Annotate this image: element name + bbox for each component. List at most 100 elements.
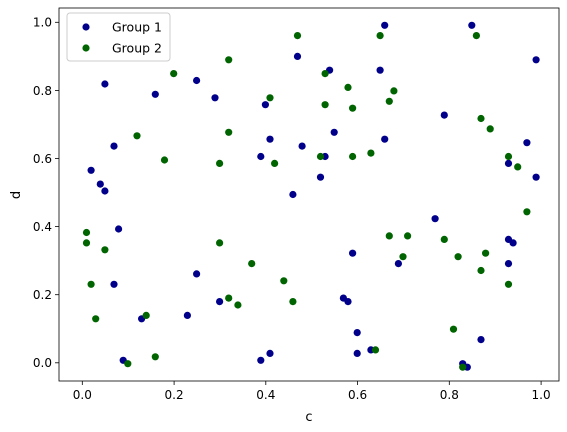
data-point-group-2: [440, 235, 448, 243]
data-point-group-2: [225, 294, 233, 302]
x-tick-label: 0.6: [348, 388, 367, 402]
x-tick-label: 0.4: [256, 388, 275, 402]
data-point-group-2: [371, 346, 380, 354]
data-point-group-2: [271, 159, 279, 167]
legend-label-group-1: Group 1: [112, 20, 162, 35]
data-point-group-2: [454, 253, 462, 261]
legend-marker-group-2: [82, 44, 90, 52]
data-point-group-2: [225, 128, 233, 136]
data-point-group-1: [101, 80, 109, 88]
data-point-group-1: [316, 173, 325, 181]
data-point-group-2: [399, 253, 407, 261]
data-point-group-2: [216, 239, 224, 247]
data-point-group-2: [316, 152, 325, 161]
data-point-group-2: [289, 298, 297, 306]
y-tick-label: 0.8: [33, 84, 52, 98]
x-tick-group: 0.0 0.2 0.4 0.6 0.8 1.0: [73, 381, 551, 402]
data-point-group-2: [87, 280, 95, 288]
data-point-group-2: [82, 228, 91, 237]
data-point-group-1: [211, 94, 219, 102]
data-point-group-1: [477, 336, 485, 344]
x-tick-label: 0.2: [165, 388, 184, 402]
data-point-group-1: [257, 356, 265, 364]
data-point-group-2: [404, 232, 412, 240]
data-point-group-2: [477, 114, 485, 123]
data-point-group-2: [390, 87, 398, 95]
legend: Group 1 Group 2: [66, 12, 171, 62]
data-point-group-2: [504, 152, 513, 161]
data-point-group-2: [293, 31, 302, 40]
data-point-group-1: [183, 311, 191, 319]
data-point-group-2: [504, 280, 513, 288]
data-point-group-1: [504, 260, 513, 268]
x-tick-label: 0.8: [440, 388, 459, 402]
legend-marker-group-1: [82, 23, 90, 31]
data-point-group-2: [349, 152, 357, 161]
data-point-group-2: [216, 159, 224, 167]
data-point-group-2: [142, 311, 150, 319]
data-point-group-2: [344, 83, 352, 91]
data-point-group-1: [509, 239, 517, 247]
x-tick-label: 1.0: [532, 388, 551, 402]
data-point-group-2: [523, 208, 531, 216]
data-point-group-1: [504, 159, 513, 167]
data-point-group-1: [440, 111, 448, 119]
data-point-group-2: [160, 156, 169, 164]
y-tick-group: 0.0 0.2 0.4 0.6 0.8 1.0: [33, 16, 59, 370]
scatter-points: [82, 21, 540, 371]
data-point-group-1: [289, 190, 297, 199]
data-point-group-1: [523, 139, 531, 147]
x-axis-label: c: [305, 410, 312, 425]
data-point-group-2: [385, 97, 393, 105]
data-point-group-2: [124, 360, 132, 368]
data-point-group-1: [266, 135, 274, 143]
data-point-group-1: [344, 298, 352, 306]
x-tick-label: 0.0: [73, 388, 92, 402]
data-point-group-1: [110, 280, 118, 288]
data-point-group-1: [349, 249, 357, 257]
data-point-group-1: [293, 52, 302, 61]
data-point-group-1: [381, 135, 389, 143]
y-tick-label: 0.2: [33, 288, 52, 302]
data-point-group-1: [115, 225, 123, 233]
data-point-group-1: [193, 270, 201, 278]
data-point-group-2: [477, 266, 485, 275]
plot-area: [58, 7, 560, 382]
data-point-group-2: [449, 325, 458, 333]
y-axis-label: d: [9, 191, 24, 199]
data-point-group-1: [193, 76, 201, 85]
data-point-group-1: [532, 173, 540, 181]
data-point-group-1: [353, 329, 361, 337]
data-point-group-1: [376, 66, 384, 74]
data-point-group-2: [385, 232, 393, 240]
data-point-group-2: [321, 101, 329, 109]
data-point-group-1: [431, 215, 439, 223]
y-tick-label: 0.4: [33, 220, 52, 234]
data-point-group-1: [257, 152, 265, 161]
data-point-group-2: [486, 125, 494, 133]
y-tick-label: 0.0: [33, 356, 52, 370]
legend-label-group-2: Group 2: [112, 41, 162, 56]
data-point-group-2: [92, 315, 100, 323]
data-point-group-2: [101, 246, 109, 254]
data-point-group-2: [170, 70, 178, 78]
data-point-group-2: [234, 301, 242, 309]
data-point-group-2: [472, 31, 480, 40]
data-point-group-1: [532, 56, 540, 64]
data-point-group-2: [225, 56, 233, 64]
data-point-group-1: [110, 142, 118, 150]
data-point-group-1: [353, 349, 361, 357]
legend-box: [66, 12, 171, 62]
data-point-group-1: [381, 21, 389, 29]
data-point-group-1: [216, 298, 224, 306]
data-point-group-2: [82, 239, 91, 247]
data-point-group-2: [151, 353, 159, 361]
data-point-group-2: [459, 363, 467, 371]
data-point-group-2: [266, 94, 274, 102]
data-point-group-1: [330, 128, 338, 136]
data-point-group-2: [321, 70, 329, 78]
y-tick-label: 1.0: [33, 16, 52, 30]
data-point-group-1: [151, 90, 159, 98]
data-point-group-1: [87, 166, 95, 174]
